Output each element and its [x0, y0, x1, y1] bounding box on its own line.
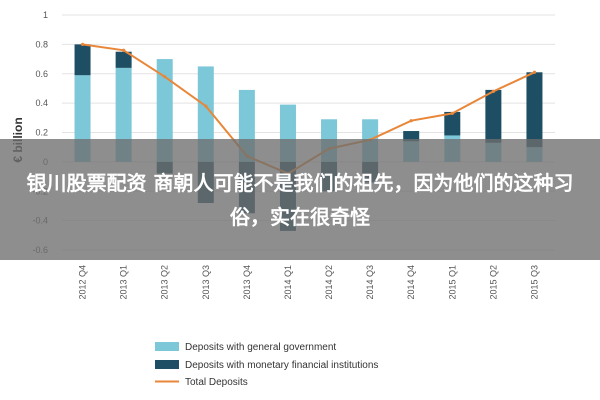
total-deposits-point: [450, 111, 454, 116]
total-deposits-point: [163, 75, 167, 79]
x-tick-label: 2015 Q2: [488, 265, 498, 300]
bar-monetary-institutions: [485, 89, 502, 143]
legend-label: Total Deposits: [185, 377, 248, 388]
x-axis-ticks: 2012 Q4 2013 Q1 2013 Q2 2013 Q3 2013 Q4 2014 …: [78, 265, 540, 300]
x-tick-label: 2014 Q1: [283, 265, 293, 300]
overlay-text: 银川股票配资 商朝人可能不是我们的祖先，因为他们的这种习俗，实在很奇怪: [26, 170, 574, 229]
y-tick-label: 1: [43, 10, 48, 20]
legend: Deposits with general government Deposits…: [155, 342, 378, 388]
x-tick-label: 2013 Q1: [119, 265, 129, 300]
bar-general-government: [156, 59, 173, 162]
x-tick-label: 2015 Q3: [529, 265, 539, 300]
x-tick-label: 2014 Q4: [406, 265, 416, 300]
total-deposits-point: [80, 42, 85, 46]
bar-general-government: [115, 67, 132, 162]
legend-label: Deposits with general government: [185, 342, 336, 353]
legend-swatch: [155, 360, 179, 369]
y-tick-label: 0.8: [35, 39, 48, 49]
total-deposits-point: [491, 89, 495, 93]
bar-monetary-institutions: [526, 72, 543, 148]
bar-monetary-institutions: [403, 131, 420, 142]
x-tick-label: 2013 Q3: [201, 265, 211, 300]
total-deposits-point: [532, 70, 537, 74]
bar-monetary-institutions: [444, 111, 461, 136]
overlay-banner: 银川股票配资 商朝人可能不是我们的祖先，因为他们的这种习俗，实在很奇怪: [0, 139, 600, 260]
x-tick-label: 2013 Q2: [160, 265, 170, 300]
bar-general-government: [197, 66, 214, 162]
x-tick-label: 2015 Q1: [447, 265, 457, 300]
y-tick-label: 0.6: [35, 69, 48, 79]
x-tick-label: 2012 Q4: [78, 265, 88, 300]
total-deposits-point: [122, 48, 126, 52]
y-tick-label: 0.2: [35, 128, 48, 138]
total-deposits-point: [409, 119, 413, 123]
total-deposits-point: [204, 104, 208, 108]
bar-monetary-institutions: [74, 44, 91, 76]
x-tick-label: 2014 Q3: [365, 265, 375, 300]
x-tick-label: 2013 Q4: [242, 265, 252, 300]
legend-label: Deposits with monetary financial institu…: [185, 360, 378, 371]
bar-monetary-institutions: [115, 51, 132, 68]
legend-swatch: [155, 342, 179, 351]
x-tick-label: 2014 Q2: [324, 265, 334, 300]
y-tick-label: 0.4: [35, 98, 48, 108]
